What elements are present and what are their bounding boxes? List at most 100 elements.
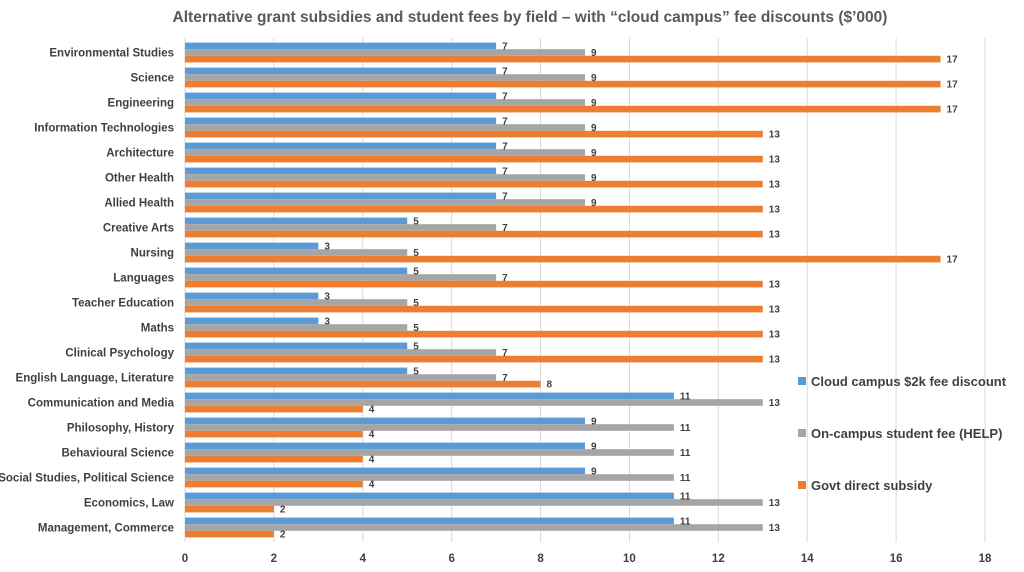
bar-on-campus-student-fee-help-social-studies-political-science [185, 474, 674, 481]
bar-on-campus-student-fee-help-english-language-literature [185, 374, 497, 381]
bar-govt-direct-subsidy-behavioural-science [185, 455, 363, 463]
category-label-engineering: Engineering [108, 98, 174, 110]
data-label-on-campus-student-fee-help-clinical-psychology: 7 [502, 348, 508, 359]
data-label-on-campus-student-fee-help-other-health: 9 [591, 173, 597, 184]
category-label-english-language-literature: English Language, Literature [16, 373, 174, 385]
category-label-languages: Languages [113, 273, 174, 285]
data-label-govt-direct-subsidy-architecture: 13 [769, 155, 781, 166]
bar-cloud-campus-2k-fee-discount-science [185, 67, 497, 75]
bar-govt-direct-subsidy-clinical-psychology [185, 355, 763, 363]
x-tick-label: 16 [890, 553, 903, 565]
bar-cloud-campus-2k-fee-discount-maths [185, 317, 319, 325]
bar-on-campus-student-fee-help-nursing [185, 249, 408, 256]
data-label-cloud-campus-2k-fee-discount-behavioural-science: 9 [591, 442, 597, 453]
category-label-information-technologies: Information Technologies [34, 123, 174, 135]
bar-govt-direct-subsidy-engineering [185, 105, 941, 113]
x-axis-ticks: 0 2 4 6 8 10 12 14 16 18 [182, 553, 992, 565]
data-label-cloud-campus-2k-fee-discount-architecture: 7 [502, 142, 508, 153]
category-label-economics-law: Economics, Law [84, 498, 174, 510]
category-label-behavioural-science: Behavioural Science [62, 448, 175, 460]
bar-on-campus-student-fee-help-information-technologies [185, 124, 585, 131]
data-label-cloud-campus-2k-fee-discount-social-studies-political-science: 9 [591, 467, 597, 478]
data-label-govt-direct-subsidy-clinical-psychology: 13 [769, 355, 781, 366]
data-label-cloud-campus-2k-fee-discount-english-language-literature: 5 [413, 367, 419, 378]
bar-govt-direct-subsidy-social-studies-political-science [185, 480, 363, 488]
x-tick-label: 8 [537, 553, 544, 565]
data-label-govt-direct-subsidy-information-technologies: 13 [769, 130, 781, 141]
bar-cloud-campus-2k-fee-discount-communication-and-media [185, 392, 674, 400]
bar-govt-direct-subsidy-philosophy-history [185, 430, 363, 438]
category-label-allied-health: Allied Health [104, 198, 174, 210]
data-label-on-campus-student-fee-help-philosophy-history: 11 [680, 423, 691, 434]
data-label-cloud-campus-2k-fee-discount-languages: 5 [413, 267, 419, 278]
data-label-govt-direct-subsidy-nursing: 17 [947, 255, 959, 266]
bar-cloud-campus-2k-fee-discount-other-health [185, 167, 497, 175]
data-label-govt-direct-subsidy-behavioural-science: 4 [369, 455, 375, 466]
bar-on-campus-student-fee-help-economics-law [185, 499, 763, 506]
bar-govt-direct-subsidy-teacher-education [185, 305, 763, 313]
data-label-cloud-campus-2k-fee-discount-economics-law: 11 [680, 492, 691, 503]
category-label-communication-and-media: Communication and Media [28, 398, 175, 410]
legend-label-on-campus-student-fee-help: On-campus student fee (HELP) [811, 426, 1002, 441]
bar-on-campus-student-fee-help-architecture [185, 149, 585, 156]
bar-cloud-campus-2k-fee-discount-information-technologies [185, 117, 497, 125]
data-label-govt-direct-subsidy-philosophy-history: 4 [369, 430, 375, 441]
bar-cloud-campus-2k-fee-discount-languages [185, 267, 408, 275]
data-label-on-campus-student-fee-help-science: 9 [591, 73, 597, 84]
data-label-cloud-campus-2k-fee-discount-teacher-education: 3 [324, 292, 330, 303]
bar-govt-direct-subsidy-allied-health [185, 205, 763, 213]
x-tick-label: 10 [623, 553, 636, 565]
bar-on-campus-student-fee-help-management-commerce [185, 524, 763, 531]
category-label-management-commerce: Management, Commerce [38, 523, 174, 535]
bar-govt-direct-subsidy-information-technologies [185, 130, 763, 138]
data-label-cloud-campus-2k-fee-discount-nursing: 3 [324, 242, 330, 253]
x-tick-label: 6 [448, 553, 454, 565]
data-label-govt-direct-subsidy-allied-health: 13 [769, 205, 781, 216]
data-label-govt-direct-subsidy-science: 17 [947, 80, 959, 91]
x-tick-label: 12 [712, 553, 725, 565]
data-label-on-campus-student-fee-help-architecture: 9 [591, 148, 597, 159]
data-label-on-campus-student-fee-help-economics-law: 13 [769, 498, 781, 509]
data-label-on-campus-student-fee-help-management-commerce: 13 [769, 523, 781, 534]
data-label-cloud-campus-2k-fee-discount-information-technologies: 7 [502, 117, 508, 128]
x-tick-label: 2 [271, 553, 277, 565]
legend-label-govt-direct-subsidy: Govt direct subsidy [811, 478, 933, 493]
bar-on-campus-student-fee-help-languages [185, 274, 497, 281]
data-label-govt-direct-subsidy-environmental-studies: 17 [947, 55, 959, 66]
data-label-on-campus-student-fee-help-information-technologies: 9 [591, 123, 597, 134]
data-label-govt-direct-subsidy-languages: 13 [769, 280, 781, 291]
bar-cloud-campus-2k-fee-discount-nursing [185, 242, 319, 250]
bar-govt-direct-subsidy-science [185, 80, 941, 88]
bar-cloud-campus-2k-fee-discount-economics-law [185, 492, 674, 500]
category-label-science: Science [131, 73, 174, 85]
data-label-cloud-campus-2k-fee-discount-clinical-psychology: 5 [413, 342, 419, 353]
bar-govt-direct-subsidy-english-language-literature [185, 380, 541, 388]
data-label-govt-direct-subsidy-economics-law: 2 [280, 505, 286, 516]
data-label-govt-direct-subsidy-english-language-literature: 8 [547, 380, 553, 391]
data-label-govt-direct-subsidy-creative-arts: 13 [769, 230, 781, 241]
category-label-philosophy-history: Philosophy, History [67, 423, 175, 435]
bar-cloud-campus-2k-fee-discount-management-commerce [185, 517, 674, 525]
bar-on-campus-student-fee-help-allied-health [185, 199, 585, 206]
legend-label-cloud-campus-2k-fee-discount: Cloud campus $2k fee discount [811, 374, 1007, 389]
bar-cloud-campus-2k-fee-discount-environmental-studies [185, 42, 497, 50]
legend: Cloud campus $2k fee discount On-campus s… [798, 374, 1007, 493]
data-label-on-campus-student-fee-help-maths: 5 [413, 323, 419, 334]
bar-govt-direct-subsidy-nursing [185, 255, 941, 263]
bar-govt-direct-subsidy-architecture [185, 155, 763, 163]
category-label-architecture: Architecture [106, 148, 174, 160]
bar-govt-direct-subsidy-other-health [185, 180, 763, 188]
bar-cloud-campus-2k-fee-discount-teacher-education [185, 292, 319, 300]
category-label-maths: Maths [141, 323, 174, 335]
data-label-cloud-campus-2k-fee-discount-science: 7 [502, 67, 508, 78]
category-labels: Environmental Studies Science Engineering I… [0, 48, 175, 535]
data-label-cloud-campus-2k-fee-discount-communication-and-media: 11 [680, 392, 691, 403]
data-label-govt-direct-subsidy-communication-and-media: 4 [369, 405, 375, 416]
data-label-govt-direct-subsidy-teacher-education: 13 [769, 305, 781, 316]
data-label-cloud-campus-2k-fee-discount-engineering: 7 [502, 92, 508, 103]
legend-swatch-cloud-campus-2k-fee-discount [798, 377, 806, 385]
bar-govt-direct-subsidy-maths [185, 330, 763, 338]
x-tick-label: 4 [360, 553, 367, 565]
bar-on-campus-student-fee-help-environmental-studies [185, 49, 585, 56]
bar-cloud-campus-2k-fee-discount-engineering [185, 92, 497, 100]
